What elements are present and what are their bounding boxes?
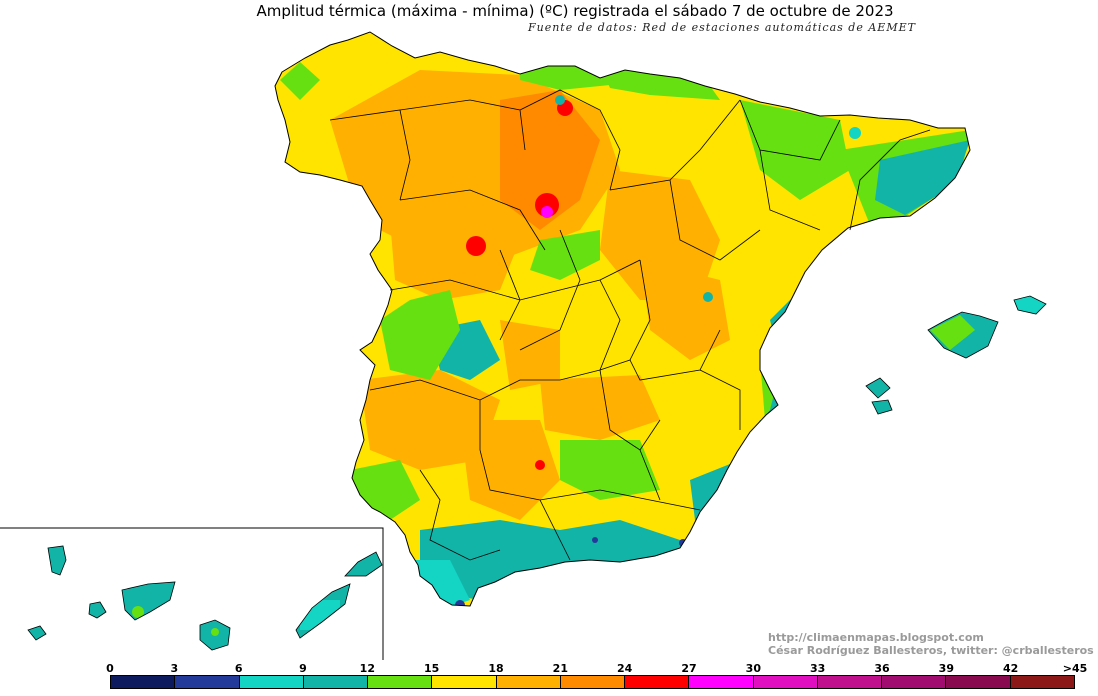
legend-tick-label: 24 [617, 662, 633, 675]
legend-swatch [303, 676, 369, 688]
legend-tick-labels: 0 3 6 9 12 15 18 21 24 27 30 33 36 39 42 >45 [0, 662, 1098, 676]
legend-tick-label: 33 [810, 662, 826, 675]
legend-swatch [239, 676, 304, 688]
map-title: Amplitud térmica (máxima - mínima) (ºC) … [256, 2, 894, 20]
legend-swatch [175, 676, 240, 688]
map-subtitle: Fuente de datos: Red de estaciones autom… [528, 21, 916, 34]
legend-swatch [496, 676, 561, 688]
legend-tick-label: 42 [1003, 662, 1019, 675]
legend-swatch [946, 676, 1011, 688]
legend-swatch [689, 676, 754, 688]
legend-tick-label: 30 [745, 662, 761, 675]
legend-swatch [625, 676, 690, 688]
legend-tick-label: 39 [938, 662, 954, 675]
legend-swatch [368, 676, 433, 688]
legend-swatch [882, 676, 947, 688]
legend-swatch [753, 676, 818, 688]
legend-swatch [560, 676, 626, 688]
legend-tick-label: 0 [106, 662, 114, 675]
legend-swatch [817, 676, 883, 688]
legend-tick-label: 3 [170, 662, 179, 675]
legend-swatch [432, 676, 497, 688]
legend-tick-label: 15 [424, 662, 440, 675]
legend-tick-label: 6 [234, 662, 243, 675]
legend-tick-label: >45 [1062, 662, 1088, 675]
credit-author: César Rodríguez Ballesteros, twitter: @c… [768, 644, 1094, 657]
legend-swatch [111, 676, 176, 688]
legend-tick-label: 21 [552, 662, 568, 675]
legend-tick-label: 36 [874, 662, 890, 675]
canary-islands-inset [0, 527, 384, 660]
credit-url: http://climaenmapas.blogspot.com [768, 631, 984, 644]
legend-tick-label: 9 [299, 662, 307, 675]
legend-swatch [1010, 676, 1074, 688]
province-borders [329, 89, 931, 561]
legend-color-bar [110, 675, 1075, 689]
legend-tick-label: 27 [681, 662, 697, 675]
legend-tick-label: 18 [488, 662, 504, 675]
legend-tick-label: 12 [359, 662, 375, 675]
